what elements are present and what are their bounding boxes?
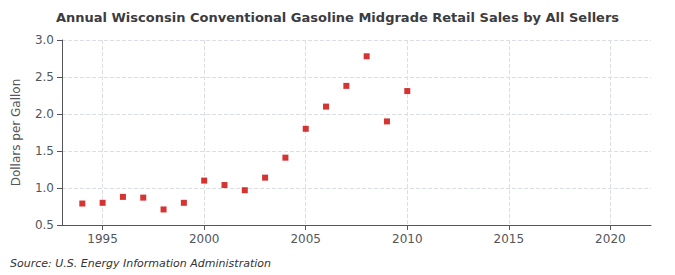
svg-text:2000: 2000: [189, 232, 220, 246]
svg-text:3.0: 3.0: [35, 33, 54, 47]
svg-text:Annual Wisconsin Conventional: Annual Wisconsin Conventional Gasoline M…: [56, 10, 619, 25]
svg-text:1.0: 1.0: [35, 181, 54, 195]
svg-text:Source: U.S. Energy Informatio: Source: U.S. Energy Information Administ…: [10, 257, 271, 270]
svg-text:1995: 1995: [87, 232, 118, 246]
svg-text:1.5: 1.5: [35, 144, 54, 158]
svg-text:Dollars per Gallon: Dollars per Gallon: [9, 79, 23, 187]
svg-text:2005: 2005: [290, 232, 321, 246]
svg-text:2010: 2010: [392, 232, 423, 246]
svg-text:0.5: 0.5: [35, 218, 54, 232]
svg-text:2.0: 2.0: [35, 107, 54, 121]
svg-text:2015: 2015: [494, 232, 525, 246]
svg-text:2.5: 2.5: [35, 70, 54, 84]
svg-text:2020: 2020: [595, 232, 626, 246]
